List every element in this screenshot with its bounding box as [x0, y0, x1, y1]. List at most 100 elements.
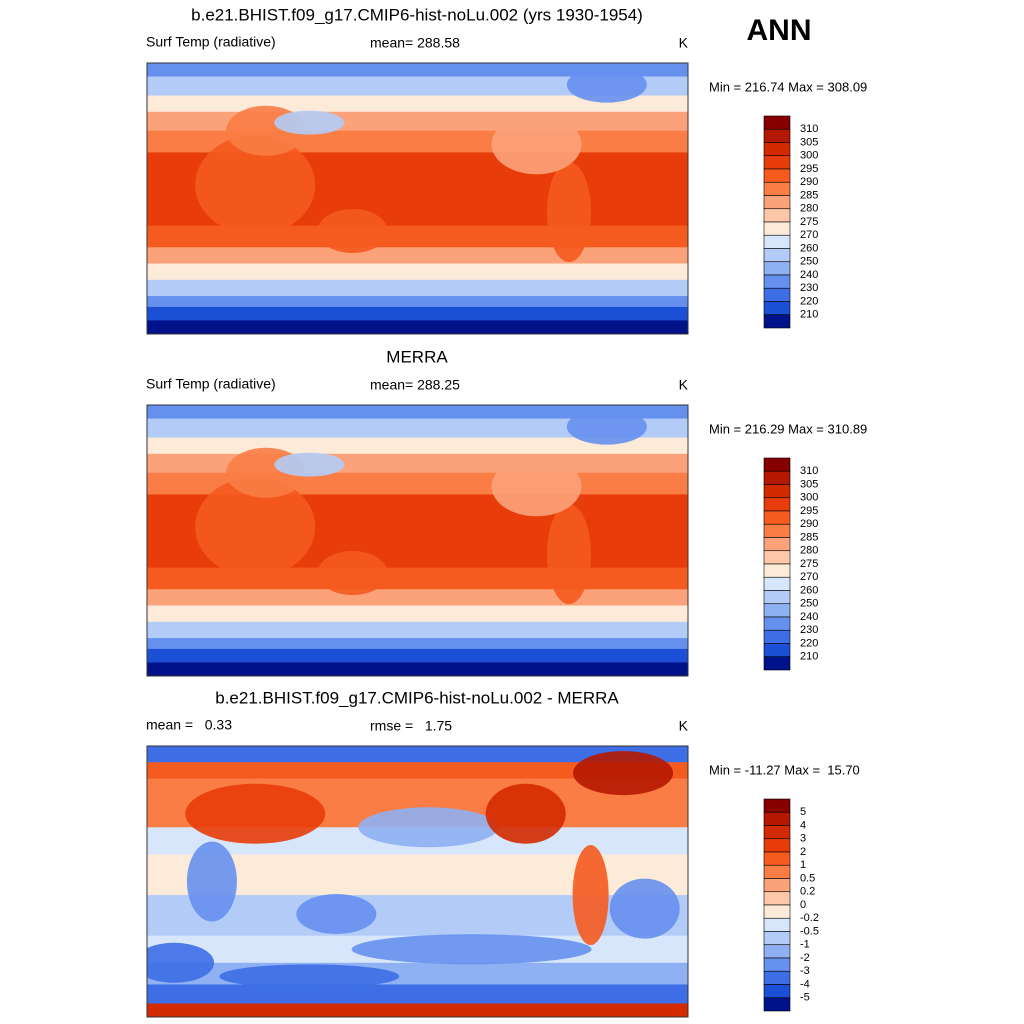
- map-region: [296, 894, 377, 935]
- colorbar-box: [763, 510, 791, 525]
- map-band: [147, 589, 688, 607]
- colorbar-label: 250: [800, 256, 818, 268]
- map-band: [147, 263, 688, 281]
- panel-title: b.e21.BHIST.f09_g17.CMIP6-hist-noLu.002 …: [215, 688, 619, 707]
- colorbar-label: 280: [800, 203, 818, 215]
- colorbar-label: 260: [800, 242, 818, 254]
- colorbar-box: [763, 550, 791, 565]
- map-region: [573, 751, 674, 796]
- map-frame: [146, 404, 689, 677]
- colorbar-box: [763, 115, 791, 130]
- colorbar-box: [763, 234, 791, 249]
- colorbar-box: [763, 287, 791, 302]
- min-max: Min = 216.74 Max = 308.09: [709, 79, 867, 94]
- colorbar-box: [763, 181, 791, 196]
- center-label: mean= 288.58: [370, 35, 460, 51]
- map-region: [186, 841, 237, 922]
- map-region: [351, 934, 592, 965]
- colorbar-label: 305: [800, 136, 818, 148]
- map-region: [566, 408, 647, 445]
- colorbar-box: [763, 497, 791, 512]
- colorbar-label: 310: [800, 465, 818, 477]
- colorbar-label: 290: [800, 176, 818, 188]
- colorbar-label: 210: [800, 651, 818, 663]
- units-label: K: [679, 35, 689, 51]
- map-band: [147, 984, 688, 1005]
- colorbar-label: 3: [800, 833, 806, 845]
- map: [147, 746, 688, 1017]
- left-label: Surf Temp (radiative): [146, 376, 276, 392]
- colorbar-label: 270: [800, 229, 818, 241]
- colorbar-label: 260: [800, 584, 818, 596]
- map-region: [317, 209, 388, 254]
- colorbar-label: 220: [800, 637, 818, 649]
- colorbar-label: 300: [800, 492, 818, 504]
- colorbar-box: [763, 576, 791, 591]
- colorbar-box: [763, 484, 791, 499]
- units-label: K: [679, 718, 689, 734]
- colorbar-box: [763, 864, 791, 879]
- colorbar-box: [763, 904, 791, 919]
- map-region: [195, 476, 316, 577]
- map-region: [572, 845, 609, 946]
- colorbar-label: 230: [800, 282, 818, 294]
- colorbar-label: 295: [800, 505, 818, 517]
- colorbar-label: 240: [800, 269, 818, 281]
- colorbar-label: 220: [800, 295, 818, 307]
- colorbar-label: 240: [800, 611, 818, 623]
- panel-title: b.e21.BHIST.f09_g17.CMIP6-hist-noLu.002 …: [191, 5, 643, 24]
- map-region: [491, 456, 582, 517]
- map-band: [147, 405, 688, 420]
- colorbar-box: [763, 248, 791, 263]
- map-band: [147, 418, 688, 439]
- colorbar-box: [763, 274, 791, 289]
- colorbar-label: 0.2: [800, 886, 815, 898]
- colorbar-box: [763, 195, 791, 210]
- colorbar-box: [763, 878, 791, 893]
- colorbar-box: [763, 301, 791, 316]
- colorbar-label: 230: [800, 624, 818, 636]
- map-band: [147, 1003, 688, 1017]
- colorbar-box: [763, 470, 791, 485]
- colorbar-box: [763, 798, 791, 813]
- colorbar-box: [763, 563, 791, 578]
- colorbar-label: 210: [800, 309, 818, 321]
- colorbar-label: -1: [800, 939, 810, 951]
- colorbar-box: [763, 997, 791, 1012]
- center-label: rmse = 1.75: [370, 718, 452, 734]
- map-frame: [146, 745, 689, 1018]
- map-band: [147, 662, 688, 676]
- colorbar-box: [763, 128, 791, 143]
- colorbar-box: [763, 970, 791, 985]
- colorbar-box: [763, 590, 791, 605]
- map-region: [195, 134, 316, 235]
- map-region: [274, 110, 345, 135]
- colorbar-box: [763, 944, 791, 959]
- map-region: [546, 162, 591, 263]
- colorbar-box: [763, 851, 791, 866]
- colorbar-label: 310: [800, 123, 818, 135]
- colorbar-label: 280: [800, 545, 818, 557]
- colorbar-box: [763, 142, 791, 157]
- colorbar-box: [763, 629, 791, 644]
- map-band: [147, 247, 688, 265]
- colorbar-label: -0.5: [800, 925, 819, 937]
- map-region: [147, 942, 215, 983]
- panel-title: MERRA: [386, 347, 448, 366]
- colorbar-box: [763, 616, 791, 631]
- colorbar-label: 300: [800, 150, 818, 162]
- colorbar-label: 295: [800, 163, 818, 175]
- colorbar-label: 275: [800, 558, 818, 570]
- colorbar-label: 285: [800, 531, 818, 543]
- colorbar-label: 290: [800, 518, 818, 530]
- map: [147, 63, 688, 334]
- colorbar-box: [763, 984, 791, 999]
- colorbar-label: 4: [800, 819, 806, 831]
- colorbar-box: [763, 656, 791, 671]
- colorbar-box: [763, 261, 791, 276]
- colorbar-label: -0.2: [800, 912, 819, 924]
- map-region: [566, 66, 647, 103]
- colorbar-box: [763, 155, 791, 170]
- min-max: Min = -11.27 Max = 15.70: [709, 762, 860, 777]
